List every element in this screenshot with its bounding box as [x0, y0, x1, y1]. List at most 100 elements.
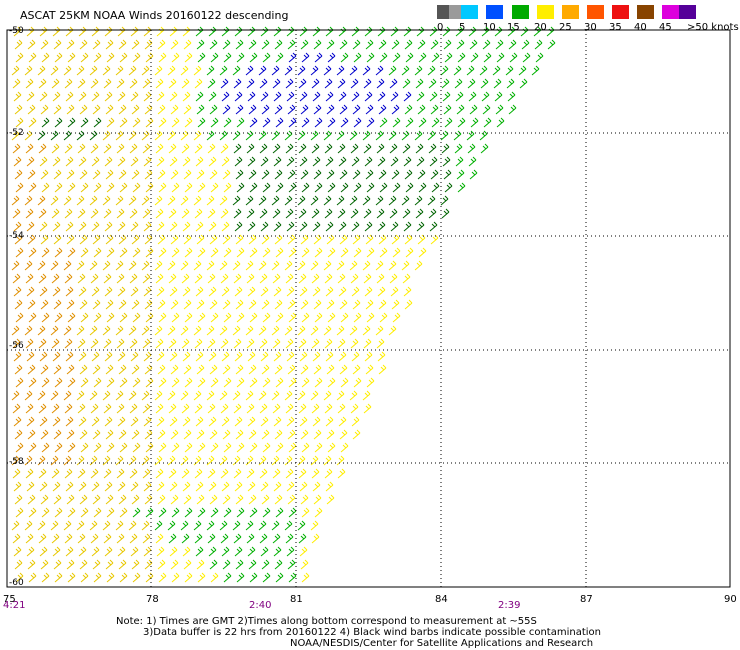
wind-barb [353, 182, 362, 193]
wind-barb [249, 507, 258, 518]
wind-barb [455, 91, 464, 102]
wind-barb [260, 221, 269, 232]
lat-label: -58 [9, 457, 24, 467]
wind-barb [301, 507, 310, 518]
wind-barb [429, 221, 438, 232]
wind-barb [350, 78, 359, 89]
wind-barb [298, 403, 307, 414]
wind-barb [180, 65, 189, 76]
wind-barb [470, 52, 479, 63]
wind-barb [145, 377, 154, 388]
wind-barb [118, 169, 127, 180]
plot-border [6, 29, 731, 588]
wind-barb [14, 299, 23, 310]
wind-barb [183, 364, 192, 375]
wind-barb [245, 325, 254, 336]
wind-barb [247, 91, 256, 102]
wind-barb [444, 182, 453, 193]
wind-barb [171, 572, 180, 583]
wind-barb [454, 143, 463, 154]
wind-barb [349, 195, 358, 206]
wind-barb [248, 364, 257, 375]
wind-barb [221, 546, 230, 557]
wind-barb [79, 429, 88, 440]
wind-barb [327, 377, 336, 388]
wind-barb [301, 377, 310, 388]
wind-barb [311, 143, 320, 154]
wind-barb [15, 182, 24, 193]
wind-barb [132, 507, 141, 518]
footnote-line-3: NOAA/NESDIS/Center for Satellite Applica… [290, 638, 594, 649]
wind-barb [220, 143, 229, 154]
wind-barb [258, 260, 267, 271]
wind-barb [27, 234, 36, 245]
wind-barb [26, 546, 35, 557]
wind-barb [430, 104, 439, 115]
wind-barb [132, 572, 141, 583]
wind-barb [12, 78, 21, 89]
wind-barb [493, 78, 502, 89]
wind-barb [234, 351, 243, 362]
wind-barb [129, 403, 138, 414]
wind-barb [221, 26, 230, 37]
wind-barb [196, 39, 205, 50]
wind-barb [351, 156, 360, 167]
wind-barb [427, 65, 436, 76]
wind-barb [26, 351, 35, 362]
wind-barb [168, 533, 177, 544]
wind-barb [180, 325, 189, 336]
time-label: 2:39 [498, 600, 521, 611]
wind-barb [79, 559, 88, 570]
wind-barb [271, 325, 280, 336]
wind-barb [26, 416, 35, 427]
wind-barb [275, 52, 284, 63]
wind-barb [288, 182, 297, 193]
wind-barb [118, 299, 127, 310]
wind-barb [390, 156, 399, 167]
wind-barb [507, 91, 516, 102]
wind-barb [275, 182, 284, 193]
wind-barb [40, 39, 49, 50]
wind-barb [377, 221, 386, 232]
wind-barb [28, 377, 37, 388]
wind-barb [141, 130, 150, 141]
wind-barb [375, 195, 384, 206]
lat-label: -50 [9, 26, 24, 36]
wind-barb [352, 299, 361, 310]
wind-barb [338, 351, 347, 362]
wind-barb [79, 234, 88, 245]
wind-barb [131, 39, 140, 50]
wind-barb [366, 247, 375, 258]
wind-barb [337, 273, 346, 284]
wind-barb [206, 455, 215, 466]
wind-barb [50, 325, 59, 336]
wind-barb [168, 273, 177, 284]
wind-barb [363, 273, 372, 284]
wind-barb [405, 117, 414, 128]
wind-barb [181, 403, 190, 414]
wind-barb [261, 169, 270, 180]
wind-barb [171, 312, 180, 323]
wind-barb [167, 65, 176, 76]
wind-barb [444, 52, 453, 63]
wind-barb [207, 468, 216, 479]
wind-barb [65, 481, 74, 492]
wind-barb [197, 572, 206, 583]
wind-barb [208, 351, 217, 362]
wind-barb [223, 312, 232, 323]
wind-barb [63, 325, 72, 336]
wind-barb [26, 91, 35, 102]
wind-barb [102, 455, 111, 466]
wind-barb [454, 78, 463, 89]
wind-barb [427, 195, 436, 206]
wind-barb [184, 182, 193, 193]
wind-barb [67, 182, 76, 193]
wind-barb [90, 468, 99, 479]
legend-swatch [662, 5, 679, 19]
wind-barb [93, 312, 102, 323]
legend-swatch [486, 5, 503, 19]
time-label: 4:21 [3, 600, 26, 611]
wind-barb [11, 325, 20, 336]
wind-barb [391, 39, 400, 50]
wind-barb [92, 104, 101, 115]
